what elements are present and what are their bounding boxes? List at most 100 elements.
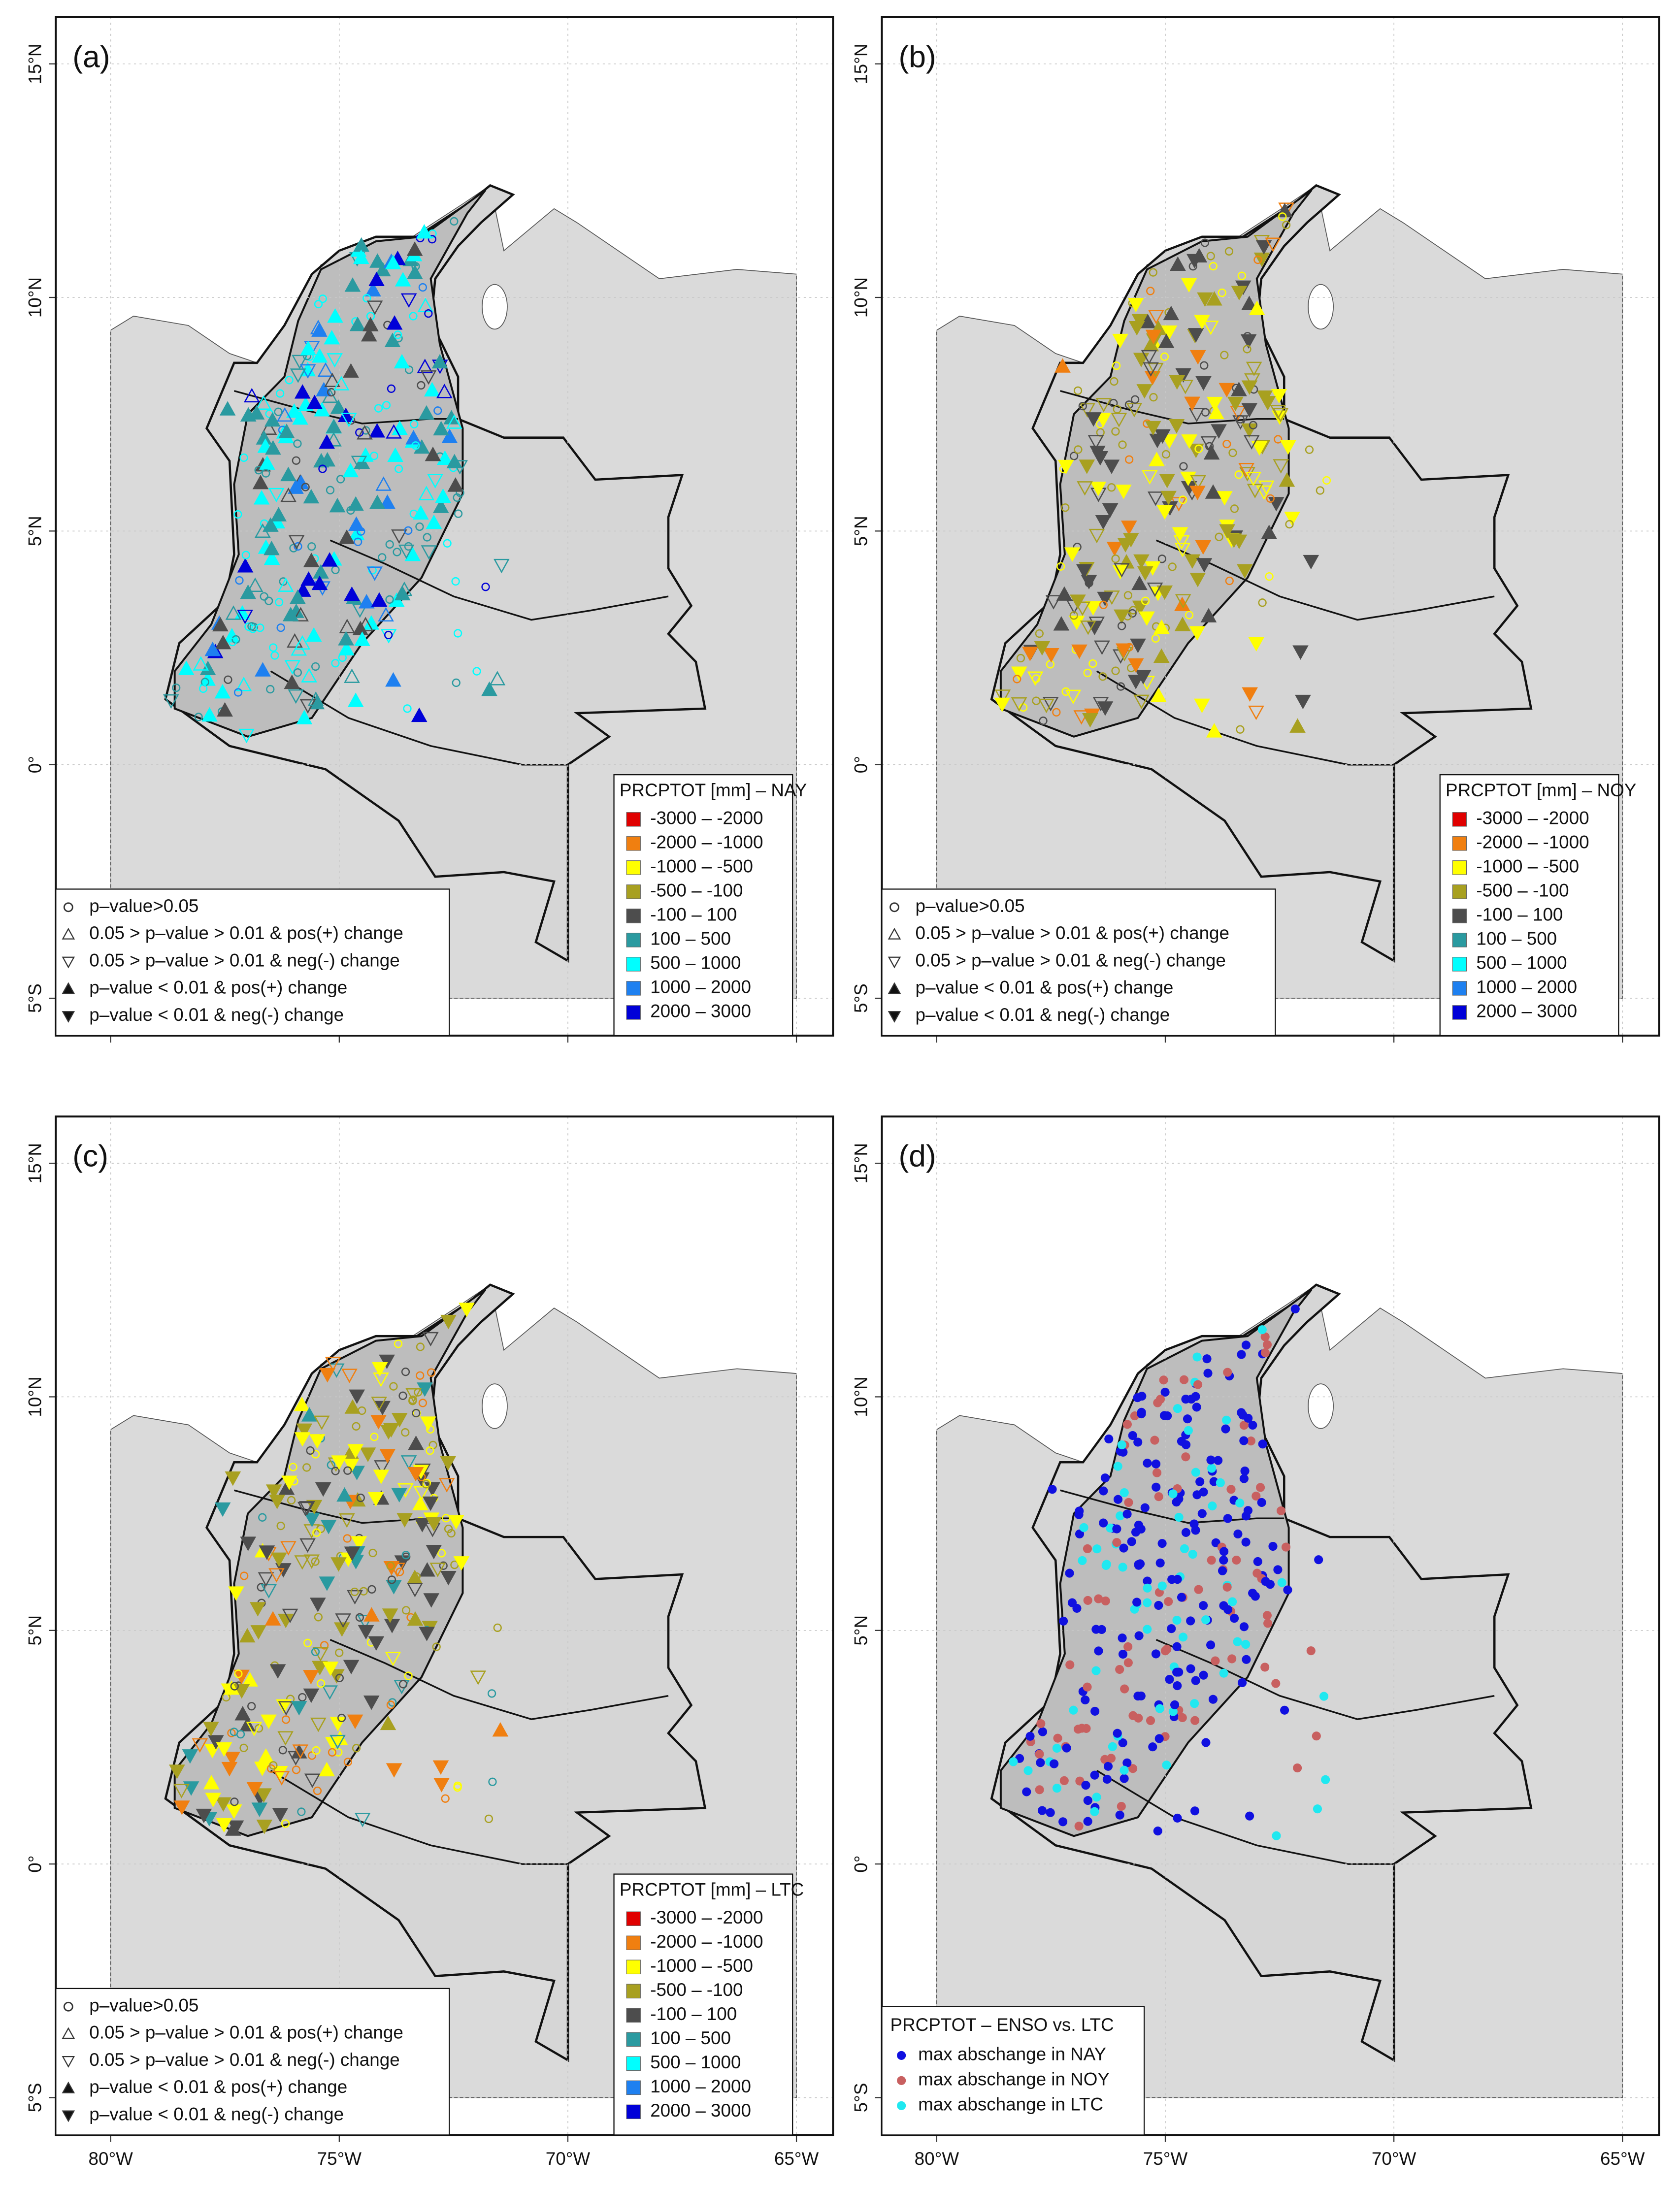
station <box>1190 1806 1200 1816</box>
station <box>303 1554 320 1569</box>
station <box>1226 1485 1236 1494</box>
station <box>1035 1749 1044 1759</box>
station <box>228 637 237 647</box>
station <box>1128 1711 1138 1720</box>
station <box>290 589 306 604</box>
station <box>375 476 392 491</box>
legend-label: 100 – 500 <box>1476 929 1557 949</box>
station <box>337 1713 346 1723</box>
station <box>199 660 216 676</box>
station <box>1215 532 1223 541</box>
station <box>264 596 273 605</box>
station <box>1134 1631 1144 1640</box>
legend-symbol <box>62 927 75 940</box>
station <box>319 1576 335 1591</box>
station <box>1095 398 1112 413</box>
station <box>481 583 490 591</box>
station <box>444 1524 453 1534</box>
station <box>1095 413 1112 427</box>
station <box>319 452 336 467</box>
station <box>1090 1770 1099 1780</box>
station <box>407 1467 424 1482</box>
station <box>1314 1555 1323 1565</box>
station <box>311 662 320 671</box>
station <box>273 1771 290 1786</box>
map-panel: 80°W 75°W 70°W 65°W 15°N 10°N 5°N 0° 5°S (c) PRCPT… <box>25 1115 834 2169</box>
station <box>384 630 393 640</box>
station <box>1090 1706 1100 1716</box>
station <box>450 217 459 226</box>
station <box>1058 1817 1068 1827</box>
station <box>338 1513 355 1528</box>
station <box>285 376 294 385</box>
station <box>1074 445 1083 454</box>
station <box>1059 1616 1068 1626</box>
station <box>292 456 300 465</box>
x-tick-label: 75°W <box>1143 2149 1188 2169</box>
station <box>1159 1411 1169 1420</box>
station <box>239 1628 256 1643</box>
station <box>417 1382 433 1397</box>
station <box>331 659 340 668</box>
station <box>292 410 308 425</box>
station <box>1151 1649 1161 1659</box>
station <box>1197 1509 1207 1518</box>
station <box>1091 1666 1101 1675</box>
y-tick-label: 5°N <box>851 1615 871 1646</box>
station <box>1209 261 1218 271</box>
station <box>1230 1614 1239 1623</box>
station <box>1117 1440 1126 1450</box>
station <box>1172 1615 1182 1625</box>
station <box>1095 515 1112 530</box>
legend-label: p–value < 0.01 & pos(+) change <box>915 978 1173 998</box>
station <box>201 707 218 722</box>
legend-symbol <box>63 902 73 913</box>
station <box>350 1587 359 1597</box>
station <box>338 641 355 655</box>
station <box>1123 591 1133 600</box>
station <box>1070 452 1079 460</box>
station <box>258 1572 274 1587</box>
station <box>247 577 264 592</box>
station <box>493 1623 502 1632</box>
station <box>1184 396 1200 411</box>
station <box>353 249 369 264</box>
station <box>427 474 443 489</box>
station <box>1237 1350 1246 1359</box>
station <box>1091 1625 1101 1634</box>
station <box>205 1793 222 1807</box>
station <box>269 1761 278 1770</box>
station <box>240 1536 257 1551</box>
station <box>1151 634 1160 643</box>
legend-symbol <box>888 982 901 994</box>
region-border <box>1060 390 1285 424</box>
station <box>1155 1395 1165 1404</box>
station <box>1237 564 1253 579</box>
station <box>1199 1670 1208 1680</box>
station <box>1172 1498 1181 1507</box>
station <box>306 394 323 409</box>
station <box>1081 1781 1090 1790</box>
station <box>404 365 414 374</box>
station <box>1169 375 1186 390</box>
station <box>253 490 270 505</box>
station <box>420 370 437 385</box>
station <box>280 1541 296 1556</box>
station <box>382 401 391 410</box>
station <box>1073 386 1083 395</box>
legend-label: p–value>0.05 <box>915 896 1024 916</box>
station <box>1064 547 1081 562</box>
station <box>386 315 403 330</box>
station <box>1195 376 1212 391</box>
significance-legend: p–value>0.05 0.05 > p–value > 0.01 & pos(… <box>55 888 450 1037</box>
station <box>1116 643 1132 658</box>
station <box>1228 1597 1237 1606</box>
station <box>1263 1619 1273 1628</box>
station <box>411 441 420 450</box>
legend-label: 100 – 500 <box>650 2028 731 2048</box>
station <box>293 607 309 621</box>
station <box>409 312 418 321</box>
station <box>278 1701 295 1716</box>
station <box>247 622 256 631</box>
station <box>262 517 279 532</box>
